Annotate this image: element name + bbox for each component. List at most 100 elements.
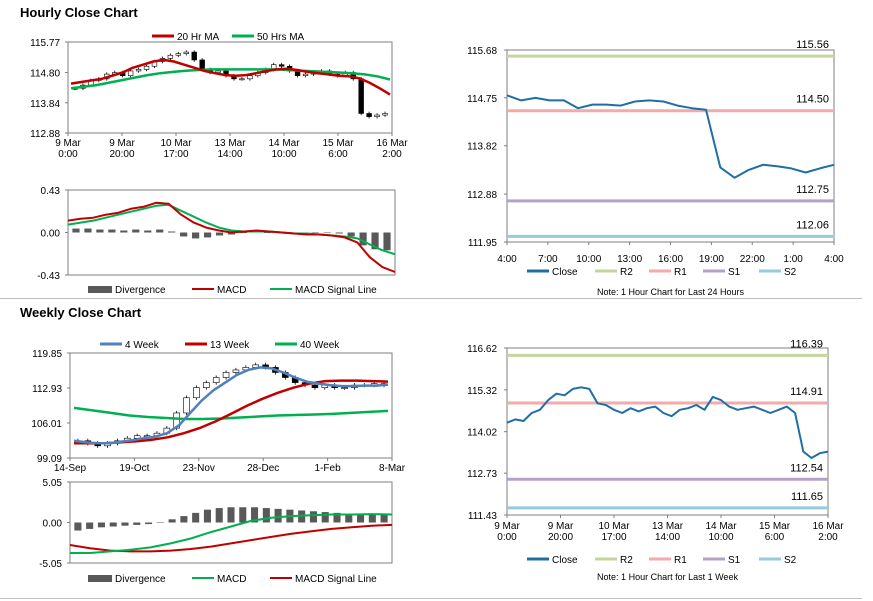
weekly-divergence-bar [262,508,270,523]
hourly-divergence-bar [180,232,188,237]
hourly-divergence-bar [215,232,224,236]
hourly-pivot-legend-s1-label: S1 [728,267,741,278]
hourly-price-candle-body [191,51,197,61]
hourly-pivot-xtick-label: 19:00 [699,254,724,265]
hourly-macd-ytick-label: -0.43 [37,271,60,282]
hourly-pivot-legend-close-label: Close [552,267,578,278]
weekly-pivot-legend-r1-label: R1 [674,555,687,566]
hourly-price-candle-body [382,113,388,116]
weekly-pivot-level-label-r1: 114.91 [790,386,823,398]
weekly-pivot-legend-s2-label: S2 [784,555,797,566]
hourly-divergence-bar [156,229,164,233]
hourly-pivot-close-line [506,94,835,179]
weekly-legend-13w-label: 13 Week [210,340,250,351]
weekly-macd-ytick-label: 0.00 [43,519,63,530]
hourly-price-candle [127,69,134,78]
weekly-pivot-note: Note: 1 Hour Chart for Last 1 Week [597,572,738,582]
weekly-divergence-bar [357,514,365,523]
hourly-price-candle-body [374,114,380,117]
weekly-price-candle-body [212,377,220,383]
hourly-price-candle-body [135,69,142,72]
hourly-price-xtick-label: 10 Mar 17:00 [160,138,192,160]
weekly-legend-divergence-label: Divergence [115,574,166,585]
weekly-divergence-bar [274,508,282,523]
weekly-legend-4w-label: 4 Week [125,340,160,351]
hourly-divergence-bar [84,228,92,233]
weekly-pivot-ytick-label: 111.43 [468,511,498,522]
hourly-price-candle [183,50,189,56]
weekly-divergence-bar [156,522,164,523]
hourly-price-candle [374,113,380,119]
hourly-divergence-bar [323,232,331,233]
weekly-divergence-bar [74,522,82,531]
weekly-divergence-bar [145,522,153,525]
weekly-price-xtick-label: 1-Feb [315,463,342,474]
weekly-divergence-bar [180,516,188,523]
weekly-pivot-xtick-label: 14 Mar 10:00 [705,521,737,543]
weekly-price-candle-body [341,387,348,389]
weekly-divergence-bar [227,507,235,523]
weekly-macd-ytick-label: 5.05 [43,478,63,489]
hourly-price-candle [175,51,182,58]
weekly-price-candle-body [311,384,319,388]
hourly-price-candle-body [183,51,189,54]
weekly-divergence-bar [203,509,211,523]
weekly-divergence-bar [321,512,329,523]
weekly-legend-divergence-swatch [88,575,112,582]
weekly-pivot-close-line [506,386,829,459]
weekly-pivot-xtick-label: 9 Mar 0:00 [494,521,520,543]
hourly-divergence-bar [96,229,104,233]
weekly-price-xtick-label: 8-Mar [379,463,406,474]
weekly-price-ytick-label: 112.93 [32,384,62,395]
bottom-divider [0,598,862,599]
hourly-price-candle-body [239,78,245,81]
hourly-pivot-frame [506,49,835,243]
weekly-pivot-xtick-label: 15 Mar 6:00 [759,521,791,543]
hourly-pivot-legend-r1-label: R1 [674,267,687,278]
hourly-pivot-xtick-label: 22:00 [740,254,765,265]
weekly-macd-ytick-label: -5.05 [39,559,62,570]
hourly-divergence-bar [72,228,80,233]
weekly-divergence-bar [345,513,353,523]
hourly-price-candle-body [143,65,150,70]
hourly-pivot-note: Note: 1 Hour Chart for Last 24 Hours [597,287,745,297]
hourly-pivot-xtick-label: 13:00 [617,254,642,265]
weekly-price-xtick-label: 19-Oct [119,463,149,474]
hourly-pivot-level-label-r2: 115.56 [796,39,829,51]
weekly-divergence-bar [368,514,376,523]
weekly-macd-line [70,513,393,554]
weekly-divergence-bar [168,519,176,523]
hourly-price-candle-body [247,75,253,80]
hourly-divergence-bar [120,230,128,233]
weekly-price-candle-body [193,387,200,399]
hourly-pivot-level-label-r1: 114.50 [796,94,829,106]
hourly-price-ytick-label: 114.80 [30,69,60,80]
hourly-pivot-xtick-label: 4:00 [497,254,517,265]
hourly-pivot-xtick-label: 10:00 [576,254,601,265]
hourly-divergence-bar [144,230,152,233]
hourly-legend-divergence-swatch [88,286,112,293]
hourly-price-candle [366,111,372,119]
weekly-pivot-frame [506,347,829,516]
hourly-price-candle [239,77,245,81]
weekly-pivot-xtick-label: 9 Mar 20:00 [548,521,574,543]
hourly-divergence-bar [132,229,140,233]
hourly-price-candle [382,111,388,117]
hourly-section-title: Hourly Close Chart [20,5,138,20]
weekly-divergence-bar [133,522,141,525]
hourly-price-candle [167,53,174,61]
weekly-price-frame [69,352,393,459]
weekly-price-candle [193,385,200,400]
hourly-price-candle [135,67,142,73]
hourly-macd-ytick-label: 0.00 [41,229,61,240]
hourly-macd-ytick-label: 0.43 [41,186,61,197]
weekly-divergence-bar [97,522,105,528]
hourly-legend-macd-label: MACD [217,285,246,296]
weekly-pivot-ytick-label: 114.02 [467,428,497,439]
weekly-price-candle [232,367,240,375]
weekly-pivot-level-label-s2: 111.65 [791,491,823,503]
weekly-price-ytick-label: 119.85 [32,349,62,360]
hourly-pivot-legend-r2-label: R2 [620,267,633,278]
weekly-price-ytick-label: 99.09 [37,454,62,465]
weekly-pivot-ytick-label: 115.32 [467,386,497,397]
